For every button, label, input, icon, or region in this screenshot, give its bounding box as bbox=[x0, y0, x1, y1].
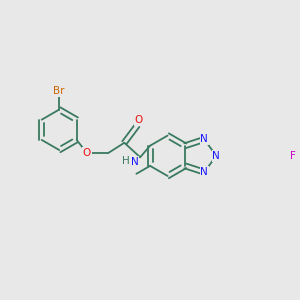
Text: N: N bbox=[200, 167, 208, 177]
Text: O: O bbox=[83, 148, 91, 158]
Text: O: O bbox=[135, 115, 143, 125]
Text: N: N bbox=[212, 151, 220, 161]
Text: F: F bbox=[290, 151, 296, 161]
Text: N: N bbox=[130, 157, 138, 166]
Text: N: N bbox=[200, 134, 208, 144]
Text: Br: Br bbox=[53, 86, 65, 96]
Text: H: H bbox=[122, 156, 130, 166]
